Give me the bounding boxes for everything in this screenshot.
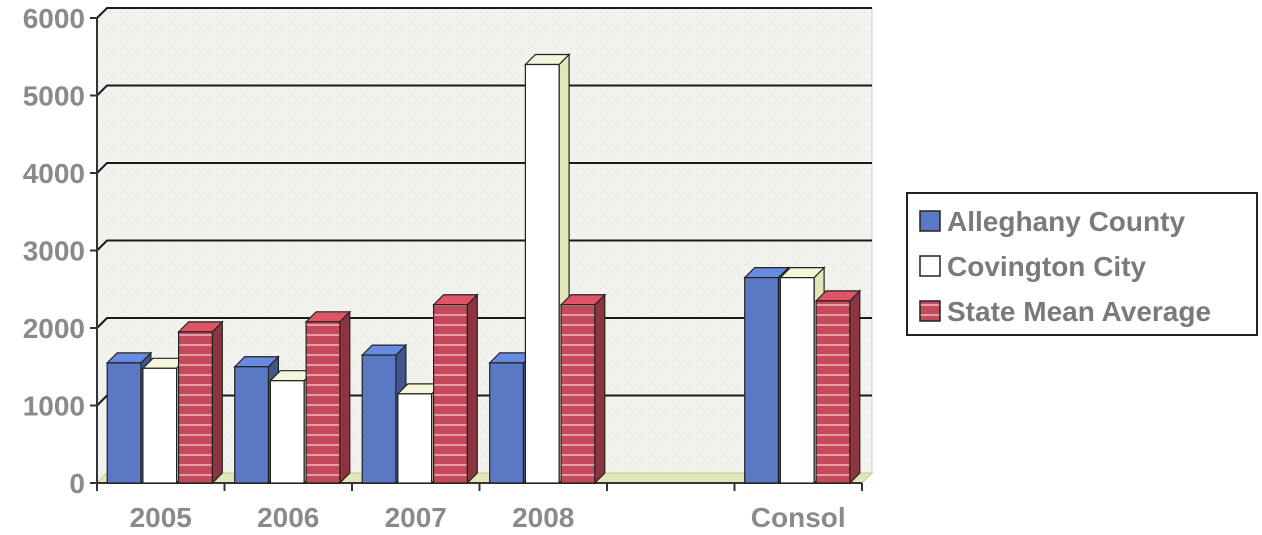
bar-front	[142, 367, 178, 484]
gridlines	[96, 7, 872, 407]
bar	[432, 293, 479, 485]
legend-item: Alleghany County	[919, 206, 1185, 237]
legend-label: Alleghany County	[947, 206, 1185, 237]
legend-box	[906, 192, 1258, 336]
bar-side	[466, 293, 478, 485]
bar	[523, 53, 571, 485]
x-tick-label: 2005	[130, 502, 192, 533]
y-tick-label: 0	[69, 468, 85, 499]
legend-item: Covington City	[919, 251, 1147, 282]
bar	[814, 289, 862, 485]
gridline	[96, 7, 872, 19]
gridline	[96, 162, 872, 174]
y-tick-label: 3000	[23, 236, 85, 267]
bar-front	[815, 300, 851, 484]
legend: Alleghany County Covington City State Mean…	[906, 192, 1258, 336]
bar-front	[397, 393, 433, 484]
y-tick-label: 2000	[23, 313, 85, 344]
bar-front	[234, 366, 269, 484]
bar-front	[106, 362, 142, 484]
bar-front	[744, 277, 780, 484]
bar-front	[178, 331, 213, 484]
bar-front	[489, 362, 525, 484]
bar-side	[594, 293, 606, 485]
bar-side	[849, 289, 861, 485]
gridline	[96, 317, 872, 329]
legend-label: Covington City	[947, 251, 1147, 282]
y-axis: 0 1000 2000 3000 4000 5000 6000	[23, 3, 98, 499]
bar-front	[779, 277, 815, 484]
x-tick-label: 2007	[385, 502, 447, 533]
y-tick-label: 1000	[23, 391, 85, 422]
bar	[304, 310, 352, 485]
bar-front	[269, 380, 305, 484]
bar-front	[433, 304, 468, 484]
x-tick-label: 2008	[512, 502, 574, 533]
y-tick-label: 5000	[23, 81, 85, 112]
bars	[105, 53, 862, 485]
x-tick-label: Consol	[751, 502, 846, 533]
legend-label: State Mean Average	[947, 296, 1211, 327]
legend-swatch	[919, 255, 941, 277]
bar-side	[339, 310, 351, 485]
gridline	[96, 239, 872, 252]
x-tick-label: 2006	[257, 502, 319, 533]
bar-front	[560, 304, 596, 484]
legend-swatch	[919, 300, 941, 322]
y-tick-label: 4000	[23, 158, 85, 189]
y-tick-label: 6000	[23, 3, 85, 34]
bar-side	[211, 320, 223, 485]
gridline	[96, 84, 872, 97]
x-axis: 2005 2006 2007 2008 Consol	[96, 482, 863, 533]
bar	[177, 320, 224, 485]
bar-front	[361, 354, 397, 484]
bar-front	[524, 63, 560, 484]
legend-item: State Mean Average	[919, 296, 1211, 327]
bar	[559, 293, 607, 485]
bar-front	[305, 321, 341, 484]
legend-swatch	[919, 210, 941, 232]
